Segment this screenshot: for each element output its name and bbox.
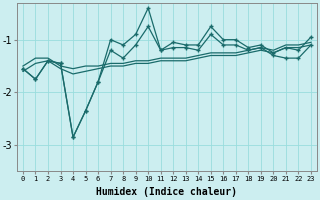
X-axis label: Humidex (Indice chaleur): Humidex (Indice chaleur) bbox=[96, 187, 237, 197]
